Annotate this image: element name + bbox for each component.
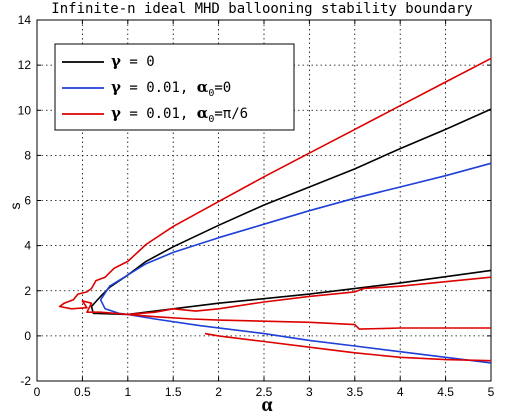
x-tick-label: 2 [215,385,222,399]
x-tick-label: 4.5 [437,385,454,399]
y-tick-label: 4 [24,239,31,253]
series-3-branch-3 [204,332,492,362]
legend-label-1: γ = 0 [111,52,155,70]
grid-lines [37,20,491,381]
y-tick-label: 6 [24,194,31,208]
x-tick-label: 0.5 [74,385,91,399]
x-tick-label: 1.5 [165,385,182,399]
legend: γ = 0 γ = 0.01, α0=0 γ = 0.01, α0=π/6 [54,43,295,131]
y-tick-label: 10 [18,103,32,117]
y-axis-label: s [7,203,23,210]
x-tick-label: 3.5 [346,385,363,399]
legend-label-3: γ = 0.01, α0=π/6 [111,104,248,125]
x-tick-label: 5 [488,385,495,399]
x-axis-label: α [261,394,272,416]
x-tick-label: 0 [34,385,41,399]
y-tick-label: 0 [24,329,31,343]
y-tick-label: -2 [20,374,31,388]
series-2 [99,162,492,364]
legend-label-2: γ = 0.01, α0=0 [111,78,231,99]
chart-title: Infinite-n ideal MHD ballooning stabilit… [51,1,472,17]
series-2-branch-1 [99,162,492,364]
x-tick-label: 4 [397,385,404,399]
series-3-branch-1 [58,57,492,316]
y-tick-label: 8 [24,148,31,162]
x-tick-label: 3 [306,385,313,399]
y-tick-label: 14 [18,13,32,27]
legend-box [54,43,295,131]
x-tick-label: 2.5 [256,385,273,399]
y-tick-label: 2 [24,284,31,298]
y-tick-label: 12 [18,58,32,72]
series-3-branch-2 [127,313,491,330]
x-tick-label: 1 [124,385,131,399]
series-lines [58,57,492,364]
series-3 [58,57,492,362]
